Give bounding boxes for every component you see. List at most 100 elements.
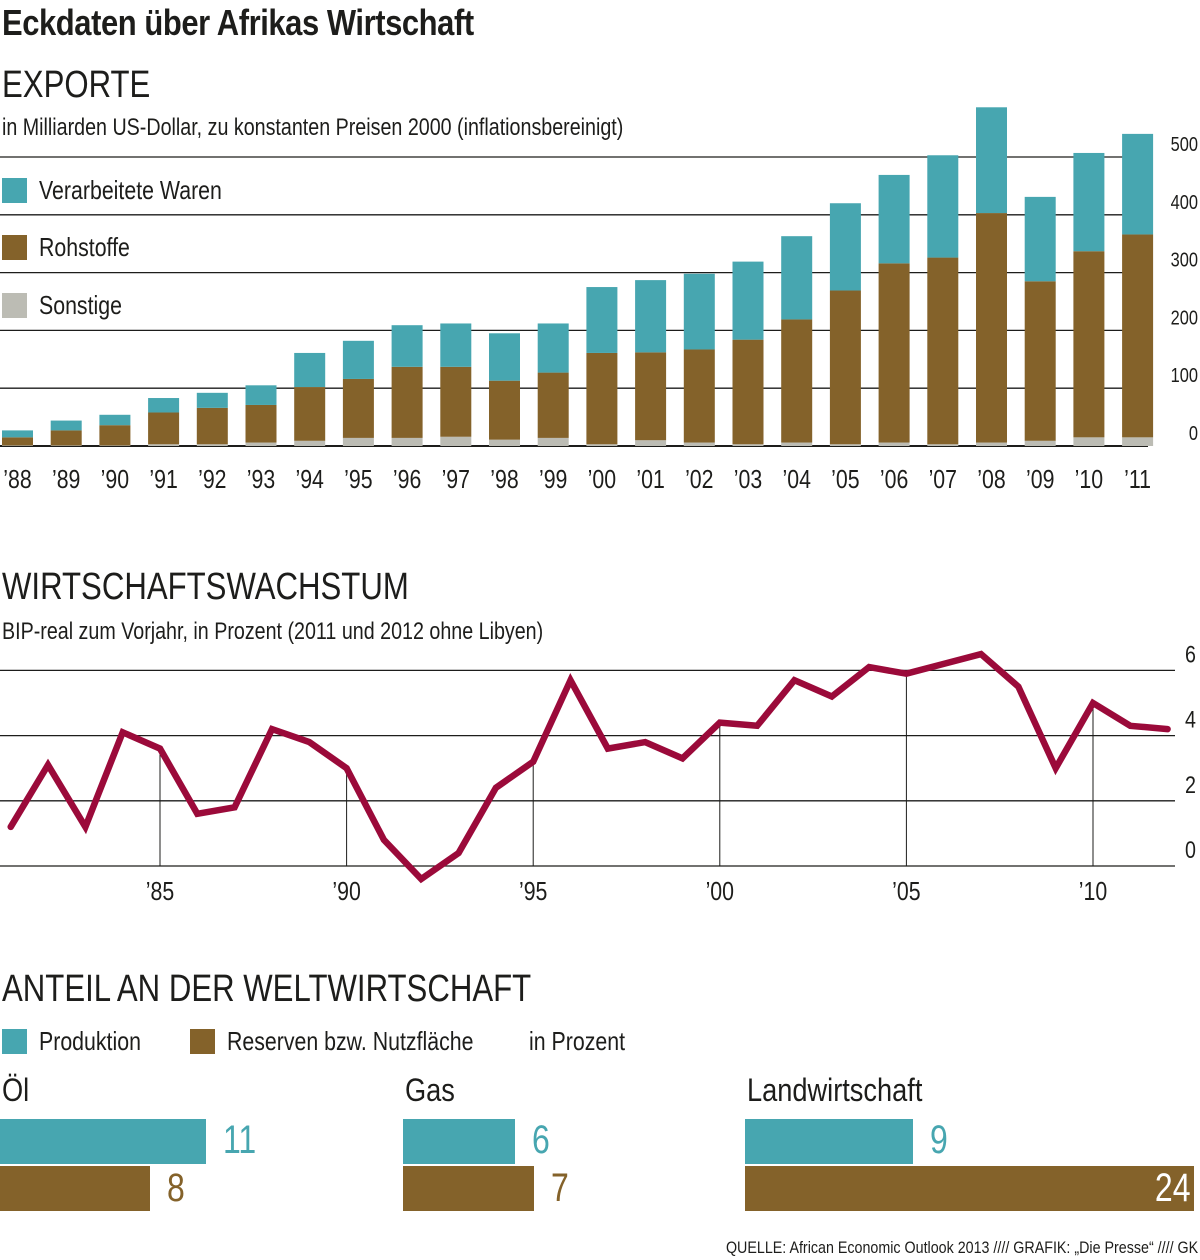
bar-segment-sonstige — [148, 444, 180, 446]
y-tick-label: 6 — [1185, 641, 1196, 668]
bar-segment-verarbeitete-waren — [1073, 152, 1105, 252]
bar-segment-sonstige — [829, 444, 861, 446]
main-title: Eckdaten über Afrikas Wirtschaft — [2, 2, 474, 43]
value-label-reserven: 7 — [550, 1166, 569, 1210]
legend-swatch-brown — [190, 1029, 215, 1054]
bar-segment-rohstoffe — [878, 263, 910, 443]
bar-segment-verarbeitete-waren — [878, 174, 910, 264]
bar-segment-verarbeitete-waren — [586, 287, 618, 353]
bar-segment-sonstige — [537, 437, 569, 446]
bar-segment-sonstige — [2, 445, 33, 446]
bar-segment-verarbeitete-waren — [976, 107, 1007, 214]
x-tick-label: ’01 — [636, 465, 664, 495]
bar-segment-verarbeitete-waren — [1122, 133, 1154, 235]
x-tick-label: ’11 — [1124, 465, 1151, 495]
growth-subtitle: BIP-real zum Vorjahr, in Prozent (2011 u… — [2, 618, 544, 645]
bar-segment-verarbeitete-waren — [489, 333, 520, 381]
x-tick-label: ’03 — [734, 465, 762, 495]
bar-segment-rohstoffe — [829, 290, 861, 445]
bar-reserven — [403, 1166, 534, 1211]
legend-label: Rohstoffe — [39, 232, 130, 262]
bar-segment-sonstige — [1024, 440, 1056, 446]
bar-segment-verarbeitete-waren — [440, 323, 472, 367]
source-footer: QUELLE: African Economic Outlook 2013 //… — [725, 1238, 1198, 1257]
value-label-reserven: 24 — [1154, 1166, 1190, 1210]
value-label-reserven: 8 — [166, 1166, 185, 1210]
bar-segment-rohstoffe — [294, 387, 326, 441]
bar-segment-verarbeitete-waren — [148, 398, 180, 413]
bar-segment-sonstige — [342, 437, 374, 446]
x-tick-label: ’00 — [588, 465, 616, 495]
y-tick-label: 300 — [1171, 248, 1198, 271]
bar-segment-sonstige — [440, 436, 472, 446]
bar-segment-rohstoffe — [50, 430, 82, 446]
bar-segment-rohstoffe — [440, 366, 472, 437]
bar-segment-rohstoffe — [781, 319, 813, 443]
bar-segment-rohstoffe — [342, 378, 374, 438]
x-tick-label: ’93 — [247, 465, 275, 495]
group-title: Gas — [405, 1072, 455, 1108]
bar-reserven — [0, 1166, 150, 1211]
y-tick-label: 100 — [1171, 364, 1198, 387]
y-tick-label: 4 — [1185, 706, 1196, 733]
bar-segment-sonstige — [878, 442, 910, 446]
bar-segment-verarbeitete-waren — [2, 430, 33, 438]
y-tick-label: 0 — [1189, 421, 1198, 444]
bar-segment-rohstoffe — [391, 366, 423, 438]
x-tick-label: ’99 — [539, 465, 567, 495]
bar-segment-rohstoffe — [537, 372, 569, 438]
exports-subtitle: in Milliarden US-Dollar, zu konstanten P… — [2, 114, 624, 141]
bar-segment-rohstoffe — [586, 352, 618, 445]
bar-segment-verarbeitete-waren — [683, 273, 715, 350]
bar-segment-sonstige — [245, 442, 277, 446]
growth-line — [7, 650, 1171, 884]
value-label-produktion: 6 — [532, 1118, 550, 1162]
bar-segment-verarbeitete-waren — [294, 352, 326, 388]
group-title: Landwirtschaft — [747, 1072, 923, 1108]
bar-segment-rohstoffe — [976, 213, 1007, 443]
bar-produktion — [403, 1119, 516, 1164]
legend-label: Verarbeitete Waren — [39, 175, 222, 205]
share-title: ANTEIL AN DER WELTWIRTSCHAFT — [2, 968, 532, 1010]
x-tick-label: ’05 — [892, 877, 920, 907]
x-tick-label: ’95 — [519, 877, 547, 907]
bar-segment-verarbeitete-waren — [732, 261, 764, 340]
bar-segment-rohstoffe — [99, 425, 131, 446]
bar-segment-sonstige — [196, 444, 228, 446]
bar-segment-rohstoffe — [196, 407, 228, 445]
legend-item-sonstige: Sonstige — [2, 290, 140, 321]
bar-segment-rohstoffe — [1024, 281, 1056, 441]
unit-label-text: in Prozent — [529, 1026, 626, 1056]
bar-segment-rohstoffe — [1073, 251, 1105, 438]
x-tick-label: ’98 — [490, 465, 518, 495]
value-label-produktion: 9 — [930, 1118, 949, 1162]
bar-segment-rohstoffe — [732, 339, 764, 445]
x-tick-label: ’09 — [1026, 465, 1054, 495]
bar-segment-sonstige — [635, 440, 667, 446]
bar-segment-rohstoffe — [1122, 234, 1154, 438]
bar-segment-verarbeitete-waren — [927, 155, 959, 258]
x-tick-label: ’90 — [332, 877, 360, 907]
x-tick-label: ’97 — [442, 465, 470, 495]
group-title: Öl — [2, 1072, 30, 1108]
x-tick-label: ’02 — [685, 465, 713, 495]
x-tick-label: ’94 — [295, 465, 323, 495]
bar-segment-sonstige — [50, 445, 82, 446]
growth-title: WIRTSCHAFTSWACHSTUM — [2, 566, 409, 608]
bar-produktion — [745, 1119, 914, 1164]
bar-segment-verarbeitete-waren — [99, 414, 131, 426]
bar-segment-sonstige — [683, 442, 715, 446]
x-tick-label: ’00 — [706, 877, 734, 907]
bar-segment-rohstoffe — [489, 380, 520, 440]
bar-segment-rohstoffe — [635, 352, 667, 441]
bar-segment-sonstige — [1122, 437, 1154, 446]
legend-item-reserven: Reserven bzw. Nutzfläche — [190, 1026, 528, 1057]
bar-segment-verarbeitete-waren — [1024, 196, 1056, 282]
x-tick-label: ’91 — [149, 465, 177, 495]
bar-produktion — [0, 1119, 206, 1164]
x-tick-label: ’85 — [146, 877, 174, 907]
legend-item-rohstoffe: Rohstoffe — [2, 232, 150, 263]
y-tick-label: 0 — [1185, 836, 1196, 863]
x-tick-label: ’88 — [3, 465, 31, 495]
bar-segment-sonstige — [586, 444, 618, 446]
